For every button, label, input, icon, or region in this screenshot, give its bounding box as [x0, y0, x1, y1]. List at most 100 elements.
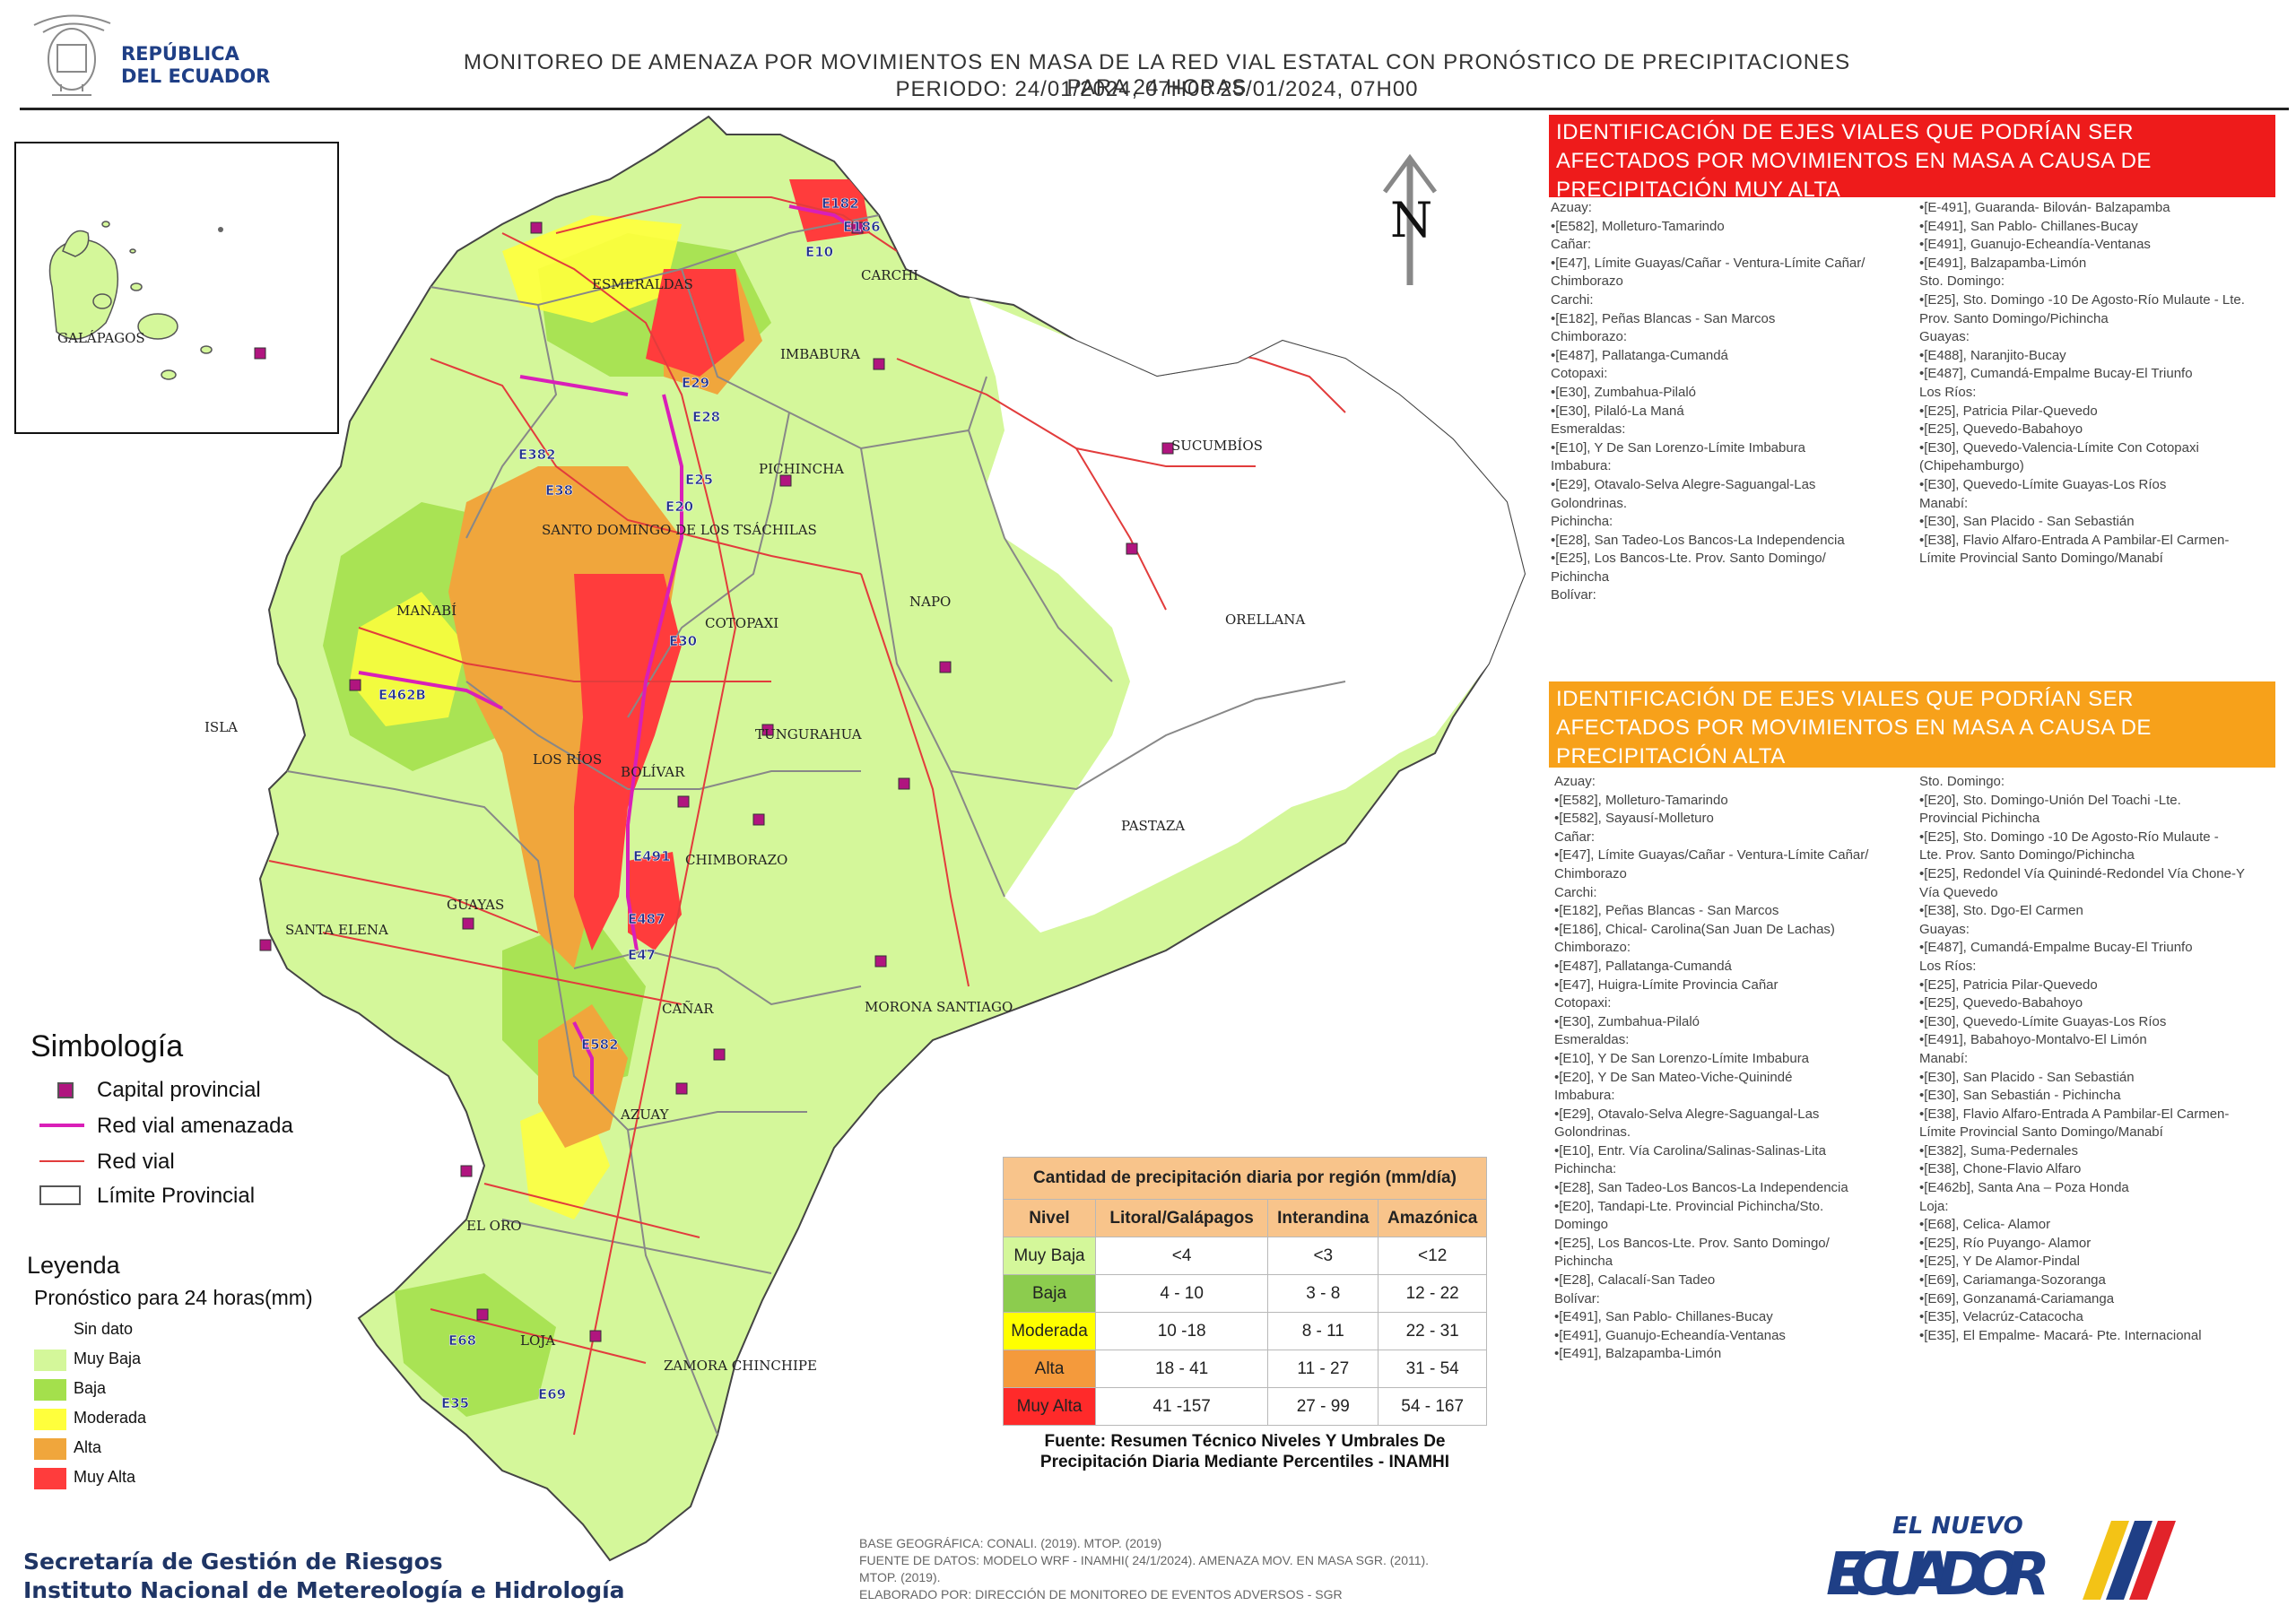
- map-period: PERIODO: 24/01/2024, 07H00 25/01/2024, 0…: [895, 77, 1419, 101]
- province-label: ZAMORA CHINCHIPE: [664, 1358, 817, 1374]
- isla-label: ISLA: [204, 719, 238, 735]
- island-shape: [130, 282, 143, 291]
- capital-symbol-icon: [57, 1082, 74, 1098]
- province-label: ESMERALDAS: [592, 276, 693, 292]
- simbologia-label: Límite Provincial: [97, 1184, 256, 1208]
- road-label: E582: [581, 1037, 619, 1053]
- road-label: E382: [518, 447, 556, 463]
- value-cell: 41 -157: [1095, 1387, 1269, 1426]
- province-label: LOS RÍOS: [533, 751, 602, 768]
- legend-swatch: [34, 1320, 66, 1341]
- galapagos-inset: GALÁPAGOS: [14, 142, 339, 434]
- value-cell: 3 - 8: [1267, 1274, 1379, 1313]
- legend-swatch: [34, 1468, 66, 1489]
- road-label: E68: [448, 1332, 476, 1349]
- road-label: E35: [441, 1395, 469, 1411]
- road-label: E182: [822, 195, 859, 212]
- province-boundary-icon: [39, 1185, 81, 1205]
- value-cell: 10 -18: [1095, 1312, 1269, 1350]
- el-nuevo-ecuador-logo: EL NUEVO ECUADOR: [1826, 1513, 2176, 1609]
- table-row: Baja 4 - 10 3 - 8 12 - 22: [1002, 1274, 1487, 1313]
- capital-marker: [939, 661, 952, 673]
- brand-main-text: ECUADOR: [1826, 1540, 2050, 1609]
- road-label: E28: [692, 409, 720, 425]
- alta-right-column: Sto. Domingo: •[E20], Sto. Domingo-Unión…: [1919, 774, 2245, 1343]
- capital-marker: [898, 777, 910, 790]
- province-label: ORELLANA: [1225, 612, 1305, 628]
- province-label: GUAYAS: [447, 897, 504, 913]
- country-name-line1: REPÚBLICA: [121, 43, 239, 65]
- road-label: E10: [805, 244, 833, 260]
- province-label: MORONA SANTIAGO: [865, 999, 1013, 1015]
- table-header: Nivel: [1002, 1199, 1097, 1237]
- muy-alta-zone: [646, 269, 744, 377]
- capital-marker: [874, 955, 887, 968]
- province-boundaries: [286, 214, 1346, 1436]
- province-label: MANABÍ: [396, 603, 457, 619]
- threatened-roads: [358, 204, 863, 1094]
- ecuador-map: ESMERALDAS CARCHI IMBABURA SUCUMBÍOS PIC…: [204, 115, 1526, 1562]
- value-cell: 27 - 99: [1267, 1387, 1379, 1426]
- legend-swatch: [34, 1379, 66, 1401]
- country-name-line2: DEL ECUADOR: [121, 65, 271, 87]
- value-cell: <4: [1095, 1237, 1269, 1275]
- province-label: SANTA ELENA: [285, 922, 388, 938]
- province-label: COTOPAXI: [705, 615, 778, 631]
- alta-panel-heading: IDENTIFICACIÓN DE EJES VIALES QUE PODRÍA…: [1549, 681, 2275, 768]
- road-label: E487: [628, 911, 665, 927]
- capital-marker: [713, 1048, 726, 1061]
- province-label: AZUAY: [620, 1107, 670, 1123]
- value-cell: 54 - 167: [1378, 1387, 1487, 1426]
- source-note: MTOP. (2019).: [859, 1570, 941, 1584]
- island-shape: [62, 230, 90, 257]
- table-header: Interandina: [1267, 1199, 1379, 1237]
- coat-of-arms-icon: [33, 14, 111, 96]
- capital-marker: [462, 917, 474, 930]
- header-divider: [20, 108, 2289, 110]
- map-title: MONITOREO DE AMENAZA POR MOVIMIENTOS EN …: [463, 50, 1851, 100]
- island-shape: [137, 313, 178, 340]
- road-label: E38: [545, 482, 573, 499]
- value-cell: 4 - 10: [1095, 1274, 1269, 1313]
- province-label: SANTO DOMINGO DE LOS TSÁCHILAS: [542, 522, 817, 538]
- value-cell: 12 - 22: [1378, 1274, 1487, 1313]
- capital-marker: [761, 724, 774, 736]
- north-arrow-icon: N: [1382, 153, 1438, 285]
- alta-zone: [538, 1004, 628, 1148]
- simbologia-label: Red vial amenazada: [97, 1114, 293, 1138]
- value-cell: 8 - 11: [1267, 1312, 1379, 1350]
- value-cell: 18 - 41: [1095, 1350, 1269, 1388]
- level-cell: Moderada: [1002, 1312, 1097, 1350]
- legend-label: Baja: [74, 1379, 107, 1397]
- capital-marker: [851, 221, 864, 234]
- legend-label: Sin dato: [74, 1320, 134, 1338]
- table-header: Amazónica: [1378, 1199, 1487, 1237]
- level-cell: Baja: [1002, 1274, 1097, 1313]
- province-label: NAPO: [909, 594, 951, 610]
- province-label: BOLÍVAR: [621, 764, 685, 780]
- table-caption-line1: Fuente: Resumen Técnico Niveles Y Umbral…: [1044, 1432, 1446, 1451]
- legend-swatch: [34, 1350, 66, 1371]
- table-title: Cantidad de precipitación diaria por reg…: [1003, 1157, 1487, 1200]
- value-cell: 22 - 31: [1378, 1312, 1487, 1350]
- province-label: CARCHI: [861, 267, 918, 283]
- leyenda-title: Leyenda: [27, 1252, 120, 1279]
- capital-marker: [675, 1082, 688, 1095]
- province-label: IMBABURA: [780, 346, 860, 362]
- capital-marker: [460, 1165, 473, 1177]
- province-label: CAÑAR: [662, 1001, 714, 1017]
- legend-swatch: [34, 1438, 66, 1460]
- legend-label: Muy Alta: [74, 1468, 136, 1486]
- level-cell: Muy Alta: [1002, 1387, 1097, 1426]
- capital-marker: [530, 221, 543, 234]
- provincial-capitals: [259, 221, 1174, 1342]
- road-label: E20: [665, 499, 693, 515]
- capital-marker: [476, 1308, 489, 1321]
- province-labels: ESMERALDAS CARCHI IMBABURA SUCUMBÍOS PIC…: [204, 267, 1305, 1374]
- value-cell: <12: [1378, 1237, 1487, 1275]
- table-row: Muy Baja <4 <3 <12: [1002, 1237, 1487, 1275]
- baja-zone: [395, 1273, 556, 1417]
- simbologia-title: Simbología: [30, 1029, 184, 1063]
- island-shape: [200, 345, 213, 354]
- table-body: Muy Baja <4 <3 <12 Baja 4 - 10 3 - 8 12 - 22 Mod…: [1002, 1237, 1487, 1426]
